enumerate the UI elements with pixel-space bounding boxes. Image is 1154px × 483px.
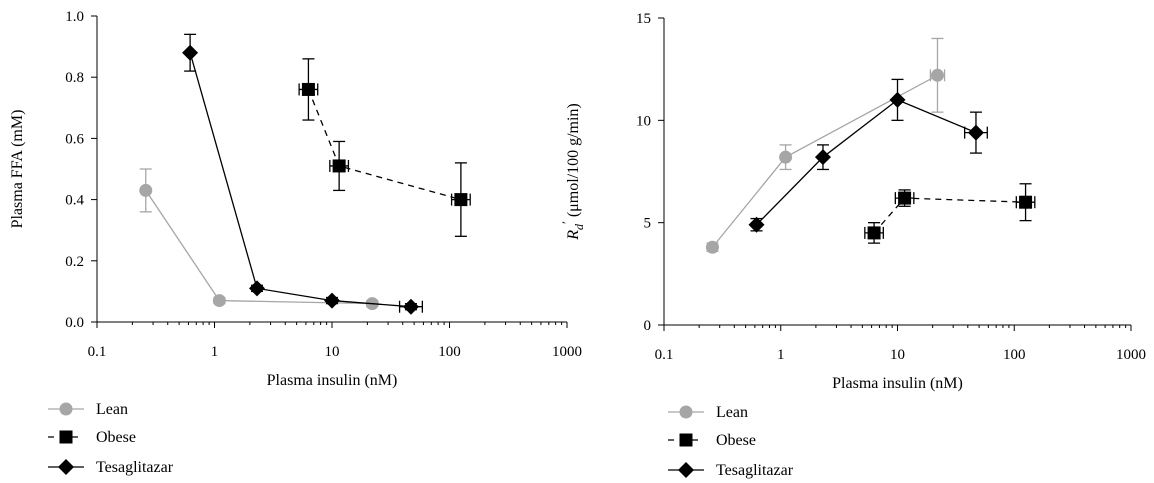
data-point: [867, 226, 881, 240]
legend-label: Obese: [96, 429, 136, 446]
series-obese: [298, 58, 471, 237]
series-obese: [864, 183, 1036, 244]
legend-label: Lean: [96, 401, 128, 418]
x-axis-title: Plasma insulin (nM): [832, 375, 963, 392]
x-tick-label: 1: [777, 347, 785, 363]
legend-item-tesaglitazar: Tesaglitazar: [48, 459, 174, 476]
legend-label: Tesaglitazar: [716, 462, 794, 479]
data-point: [705, 240, 719, 254]
y-axis-title: Rd′ (μmol/100 g/min): [559, 103, 586, 241]
series-tesaglitazar: [748, 78, 988, 233]
data-point: [898, 191, 912, 205]
legend-label: Lean: [716, 404, 748, 421]
data-point: [332, 159, 346, 173]
data-point: [889, 91, 906, 108]
y-tick-label: 5: [644, 216, 652, 232]
y-axis-title-sub: d: [572, 223, 586, 230]
series-line: [756, 99, 977, 226]
x-tick-label: 1000: [1116, 347, 1146, 363]
x-tick-label: 0.1: [655, 347, 674, 363]
y-tick-label: 15: [636, 11, 651, 27]
data-point: [1019, 195, 1033, 209]
x-tick-label: 1000: [552, 344, 582, 360]
x-axis-title: Plasma insulin (nM): [267, 372, 398, 389]
legend-item-obese: Obese: [48, 429, 136, 446]
x-tick-label: 10: [325, 344, 340, 360]
legend-marker: [679, 405, 693, 419]
y-axis-title-prime: ′: [559, 221, 574, 224]
legend-marker: [678, 462, 694, 478]
data-point: [249, 280, 266, 297]
y-tick-label: 0.6: [65, 131, 84, 147]
y-tick-label: 0.4: [65, 193, 84, 209]
legend-marker: [58, 459, 74, 475]
x-tick-label: 100: [1003, 347, 1026, 363]
legend-marker: [59, 402, 73, 416]
ffa-chart-panel: 0.1 1 10 100 1000 0.0 0.2 0.4 0.6 0.8 1.0 Plasma in…: [9, 9, 582, 476]
data-point: [930, 68, 944, 82]
data-point: [779, 150, 793, 164]
y-tick-label: 0.2: [65, 254, 84, 270]
legend-marker: [679, 433, 693, 447]
legend-item-obese: Obese: [668, 432, 756, 449]
data-point: [814, 149, 831, 166]
rd-chart-panel: 0.1 1 10 100 1000 0 5 10 15 Plasma insulin (nM) Rd…: [559, 11, 1146, 479]
series-tesaglitazar: [182, 33, 424, 315]
legend-label: Obese: [716, 432, 756, 449]
legend-item-tesaglitazar: Tesaglitazar: [668, 462, 794, 479]
data-point: [454, 193, 468, 207]
y-tick-label: 0.8: [65, 70, 84, 86]
series-lean: [705, 37, 946, 254]
y-axis-title-main: R: [565, 230, 582, 241]
data-point: [182, 44, 199, 61]
y-tick-label: 1.0: [65, 9, 84, 25]
data-point: [967, 124, 984, 141]
x-tick-label: 100: [438, 344, 461, 360]
y-axis-title: Plasma FFA (mM): [9, 110, 26, 229]
series-line: [189, 52, 412, 308]
series-lean: [139, 168, 379, 311]
data-point: [301, 82, 315, 96]
y-tick-label: 10: [636, 113, 651, 129]
legend-marker: [59, 430, 73, 444]
y-tick-label: 0: [644, 318, 652, 334]
data-point: [212, 294, 226, 308]
x-tick-label: 0.1: [88, 344, 107, 360]
y-tick-label: 0.0: [65, 315, 84, 331]
x-tick-label: 1: [211, 344, 219, 360]
legend-item-lean: Lean: [48, 401, 128, 418]
data-point: [324, 292, 340, 309]
legend-label: Tesaglitazar: [96, 459, 174, 476]
data-point: [748, 216, 765, 233]
y-axis-title-units: (μmol/100 g/min): [565, 103, 582, 221]
x-tick-label: 10: [890, 347, 905, 363]
data-point: [139, 183, 153, 197]
data-point: [402, 298, 419, 315]
series-line: [307, 89, 462, 201]
series-line: [873, 197, 1026, 234]
legend-item-lean: Lean: [668, 404, 748, 421]
